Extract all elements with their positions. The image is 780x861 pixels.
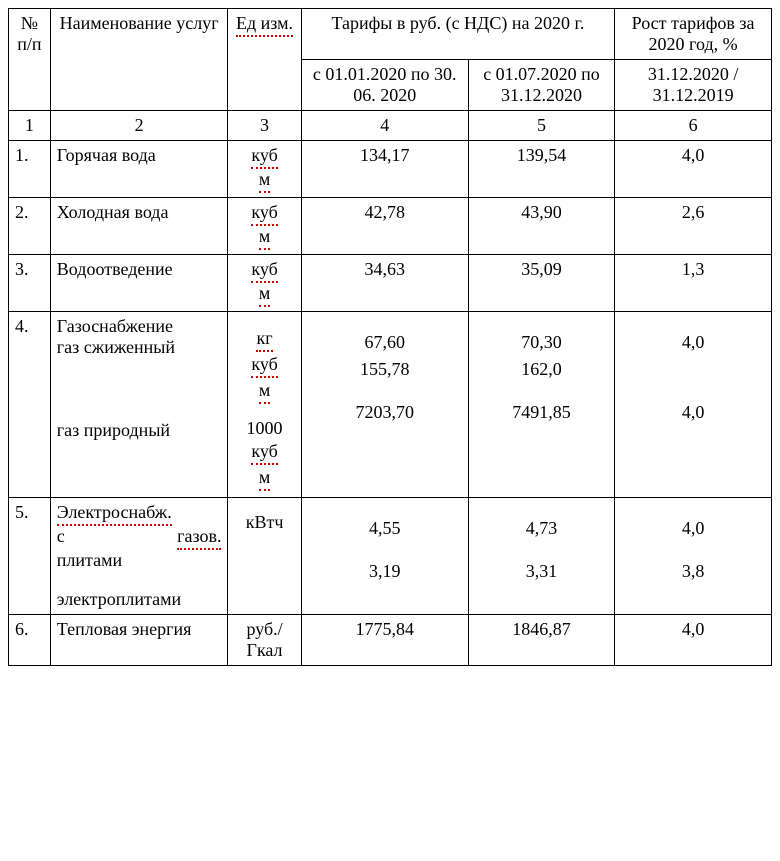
unit-cell: куб м <box>228 255 301 312</box>
col-growth: Рост тарифов за 2020 год, % <box>615 9 772 60</box>
tariff-p1: 134,17 <box>301 141 468 198</box>
service-name: Тепловая энергия <box>50 615 228 666</box>
col-number: № п/п <box>9 9 51 111</box>
unit-rub: руб./ <box>246 619 282 639</box>
row-num: 6. <box>9 615 51 666</box>
unit-kub: куб <box>251 441 277 465</box>
tariff-p2: 1846,87 <box>468 615 614 666</box>
elec-gas-p1: 4,55 <box>308 518 462 539</box>
tariff-p1: 67,60 155,78 7203,70 <box>301 312 468 498</box>
tariff-p1: 4,55 3,19 <box>301 498 468 615</box>
unit-kub: куб <box>251 259 277 283</box>
gas-liquefied-label: газ сжиженный <box>57 337 222 358</box>
tariffs-table: № п/п Наименование услуг Ед изм. Тарифы … <box>8 8 772 666</box>
service-name: Горячая вода <box>50 141 228 198</box>
growth: 4,0 3,8 <box>615 498 772 615</box>
unit-1000: 1000 <box>234 418 294 439</box>
gas-liq-m3-p1: 155,78 <box>308 359 462 380</box>
unit-cell: куб м <box>228 198 301 255</box>
elec-gas-stove-label2: плитами <box>57 550 222 571</box>
table-row: 5. Электроснабж. с газов. плитами электр… <box>9 498 772 615</box>
unit-cell: куб м <box>228 141 301 198</box>
column-number-row: 1 2 3 4 5 6 <box>9 111 772 141</box>
elec-el-growth: 3,8 <box>621 561 765 582</box>
elec-gas-p2: 4,73 <box>475 518 608 539</box>
colnum-5: 5 <box>468 111 614 141</box>
elec-gas-stove-label: с газов. <box>57 526 222 550</box>
service-name-elec: Электроснабж. с газов. плитами электропл… <box>50 498 228 615</box>
col-growth-sub: 31.12.2020 / 31.12.2019 <box>615 60 772 111</box>
elec-el-p1: 3,19 <box>308 561 462 582</box>
growth: 4,0 4,0 <box>615 312 772 498</box>
gas-liq-growth: 4,0 <box>621 332 765 353</box>
unit-cell: кВтч <box>228 498 301 615</box>
col-service: Наименование услуг <box>50 9 228 111</box>
gas-liq-kg-p2: 70,30 <box>475 332 608 353</box>
unit-cell: кг куб м 1000 куб м <box>228 312 301 498</box>
unit-m: м <box>259 283 270 307</box>
col-period1: с 01.01.2020 по 30. 06. 2020 <box>301 60 468 111</box>
gas-liq-m3-p2: 162,0 <box>475 359 608 380</box>
colnum-6: 6 <box>615 111 772 141</box>
elec-elstove-label: электроплитами <box>57 589 222 610</box>
colnum-2: 2 <box>50 111 228 141</box>
unit-gkal: Гкал <box>247 640 283 660</box>
gas-nat-growth: 4,0 <box>621 402 765 423</box>
tariff-p2: 35,09 <box>468 255 614 312</box>
elec-gas-growth: 4,0 <box>621 518 765 539</box>
row-num: 4. <box>9 312 51 498</box>
unit-kvtch: кВтч <box>246 512 284 532</box>
gas-nat-p2: 7491,85 <box>475 402 608 423</box>
unit-m: м <box>259 467 270 491</box>
unit-m: м <box>259 226 270 250</box>
service-name: Холодная вода <box>50 198 228 255</box>
row-num: 5. <box>9 498 51 615</box>
unit-kub: куб <box>251 202 277 226</box>
colnum-3: 3 <box>228 111 301 141</box>
gas-natural-label: газ природный <box>57 420 222 441</box>
tariff-p2: 139,54 <box>468 141 614 198</box>
gas-liq-kg-p1: 67,60 <box>308 332 462 353</box>
row-num: 2. <box>9 198 51 255</box>
unit-header-text: Ед изм. <box>236 13 293 37</box>
unit-kub: куб <box>251 145 277 169</box>
elec-el-p2: 3,31 <box>475 561 608 582</box>
gas-supply-label: Газоснабжение <box>57 316 222 337</box>
row-num: 3. <box>9 255 51 312</box>
tariff-p2: 43,90 <box>468 198 614 255</box>
table-row: 2. Холодная вода куб м 42,78 43,90 2,6 <box>9 198 772 255</box>
unit-m: м <box>259 380 270 404</box>
unit-cell: руб./ Гкал <box>228 615 301 666</box>
tariff-p1: 42,78 <box>301 198 468 255</box>
colnum-4: 4 <box>301 111 468 141</box>
col-unit: Ед изм. <box>228 9 301 111</box>
service-name: Водоотведение <box>50 255 228 312</box>
unit-kg: кг <box>256 328 272 352</box>
colnum-1: 1 <box>9 111 51 141</box>
row-num: 1. <box>9 141 51 198</box>
tariff-p2: 4,73 3,31 <box>468 498 614 615</box>
table-row: 6. Тепловая энергия руб./ Гкал 1775,84 1… <box>9 615 772 666</box>
growth: 1,3 <box>615 255 772 312</box>
col-tariffs: Тарифы в руб. (с НДС) на 2020 г. <box>301 9 615 60</box>
table-row: 4. Газоснабжение газ сжиженный газ приро… <box>9 312 772 498</box>
unit-m: м <box>259 169 270 193</box>
service-name-gas: Газоснабжение газ сжиженный газ природны… <box>50 312 228 498</box>
elec-supply-label: Электроснабж. <box>57 502 222 526</box>
col-period2: с 01.07.2020 по 31.12.2020 <box>468 60 614 111</box>
gas-nat-p1: 7203,70 <box>308 402 462 423</box>
unit-kub: куб <box>251 354 277 378</box>
table-header-row: № п/п Наименование услуг Ед изм. Тарифы … <box>9 9 772 60</box>
tariff-p1: 1775,84 <box>301 615 468 666</box>
growth: 2,6 <box>615 198 772 255</box>
table-row: 1. Горячая вода куб м 134,17 139,54 4,0 <box>9 141 772 198</box>
tariff-p2: 70,30 162,0 7491,85 <box>468 312 614 498</box>
tariff-p1: 34,63 <box>301 255 468 312</box>
growth: 4,0 <box>615 615 772 666</box>
table-row: 3. Водоотведение куб м 34,63 35,09 1,3 <box>9 255 772 312</box>
growth: 4,0 <box>615 141 772 198</box>
